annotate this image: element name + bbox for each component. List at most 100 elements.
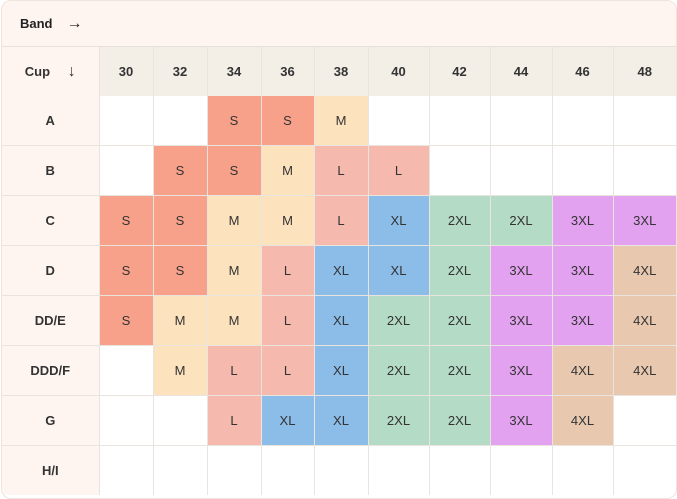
- empty-cell: [99, 96, 154, 146]
- size-cell: S: [99, 245, 154, 296]
- size-cell: 2XL: [368, 395, 430, 446]
- size-cell: 2XL: [368, 345, 430, 396]
- empty-cell: [613, 145, 676, 196]
- empty-cell: [99, 445, 154, 495]
- size-cell: 2XL: [429, 395, 491, 446]
- size-cell: L: [207, 345, 262, 396]
- size-cell: S: [99, 195, 154, 246]
- empty-cell: [552, 96, 614, 146]
- size-cell: M: [207, 195, 262, 246]
- band-size-header: 42: [429, 47, 491, 96]
- empty-cell: [153, 445, 208, 495]
- arrow-down-icon: ↓: [67, 62, 76, 80]
- size-cell: S: [207, 96, 262, 146]
- cup-size-label: H/I: [2, 445, 100, 495]
- size-cell: XL: [314, 395, 369, 446]
- empty-cell: [153, 96, 208, 146]
- size-cell: M: [314, 96, 369, 146]
- size-cell: XL: [261, 395, 315, 446]
- cup-size-label: B: [2, 145, 100, 196]
- size-cell: 3XL: [490, 245, 553, 296]
- size-cell: S: [153, 145, 208, 196]
- size-cell: 2XL: [490, 195, 553, 246]
- cup-row: G L XL XL 2XL 2XL 3XL 4XL: [2, 395, 676, 446]
- size-cell: 2XL: [368, 295, 430, 346]
- empty-cell: [613, 446, 676, 496]
- cup-size-label: A: [2, 96, 100, 146]
- empty-cell: [490, 96, 553, 146]
- size-cell: 3XL: [552, 295, 614, 346]
- size-cell: S: [153, 195, 208, 246]
- band-size-header: 48: [613, 47, 676, 96]
- band-size-header: 40: [368, 47, 430, 96]
- band-label: Band: [20, 16, 53, 31]
- band-size-header: 38: [314, 47, 369, 96]
- empty-cell: [552, 445, 614, 495]
- size-cell: XL: [368, 195, 430, 246]
- size-cell: 3XL: [613, 195, 676, 246]
- size-cell: M: [261, 145, 315, 196]
- arrow-right-icon: →: [66, 14, 83, 32]
- size-cell: 2XL: [429, 295, 491, 346]
- size-cell: L: [261, 295, 315, 346]
- empty-cell: [552, 145, 614, 196]
- band-size-header: 30: [99, 47, 154, 96]
- size-cell: 3XL: [490, 395, 553, 446]
- size-cell: 3XL: [552, 245, 614, 296]
- size-cell: XL: [368, 245, 430, 296]
- size-cell: 2XL: [429, 195, 491, 246]
- size-cell: XL: [314, 345, 369, 396]
- size-cell: 3XL: [490, 295, 553, 346]
- band-size-header: 36: [261, 47, 315, 96]
- size-cell: M: [207, 295, 262, 346]
- size-cell: S: [153, 245, 208, 296]
- empty-cell: [261, 445, 315, 495]
- cup-row: DD/E S M M L XL 2XL 2XL 3XL 3XL 4XL: [2, 295, 676, 346]
- empty-cell: [490, 145, 553, 196]
- size-cell: M: [207, 245, 262, 296]
- empty-cell: [429, 445, 491, 495]
- size-cell: L: [261, 245, 315, 296]
- size-cell: 4XL: [613, 295, 676, 346]
- size-cell: 3XL: [552, 195, 614, 246]
- cup-row: C S S M M L XL 2XL 2XL 3XL 3XL: [2, 195, 676, 246]
- band-header: Band →: [2, 1, 676, 47]
- size-cell: S: [99, 295, 154, 346]
- empty-cell: [99, 345, 154, 396]
- cup-size-label: DDD/F: [2, 345, 100, 396]
- empty-cell: [613, 96, 676, 146]
- size-cell: L: [368, 145, 430, 196]
- size-cell: 4XL: [552, 345, 614, 396]
- size-cell: M: [153, 295, 208, 346]
- size-cell: S: [207, 145, 262, 196]
- size-cell: L: [314, 145, 369, 196]
- size-cell: XL: [314, 295, 369, 346]
- empty-cell: [429, 96, 491, 146]
- empty-cell: [429, 145, 491, 196]
- empty-cell: [99, 145, 154, 196]
- size-cell: L: [314, 195, 369, 246]
- empty-cell: [153, 395, 208, 446]
- empty-cell: [207, 445, 262, 495]
- empty-cell: [314, 445, 369, 495]
- size-cell: 4XL: [552, 395, 614, 446]
- size-cell: 2XL: [429, 345, 491, 396]
- size-cell: L: [207, 395, 262, 446]
- size-cell: XL: [314, 245, 369, 296]
- cup-size-label: DD/E: [2, 295, 100, 346]
- empty-cell: [368, 96, 430, 146]
- size-cell: M: [261, 195, 315, 246]
- empty-cell: [613, 395, 676, 446]
- empty-cell: [490, 445, 553, 495]
- cup-row: H/I: [2, 445, 676, 496]
- cup-row: DDD/F M L L XL 2XL 2XL 3XL 4XL 4XL: [2, 345, 676, 396]
- band-size-row: Cup ↓ 30 32 34 36 38 40 42 44 46 48: [2, 47, 676, 96]
- size-cell: 4XL: [613, 245, 676, 296]
- size-cell: 2XL: [429, 245, 491, 296]
- size-cell: S: [261, 96, 315, 146]
- empty-cell: [99, 395, 154, 446]
